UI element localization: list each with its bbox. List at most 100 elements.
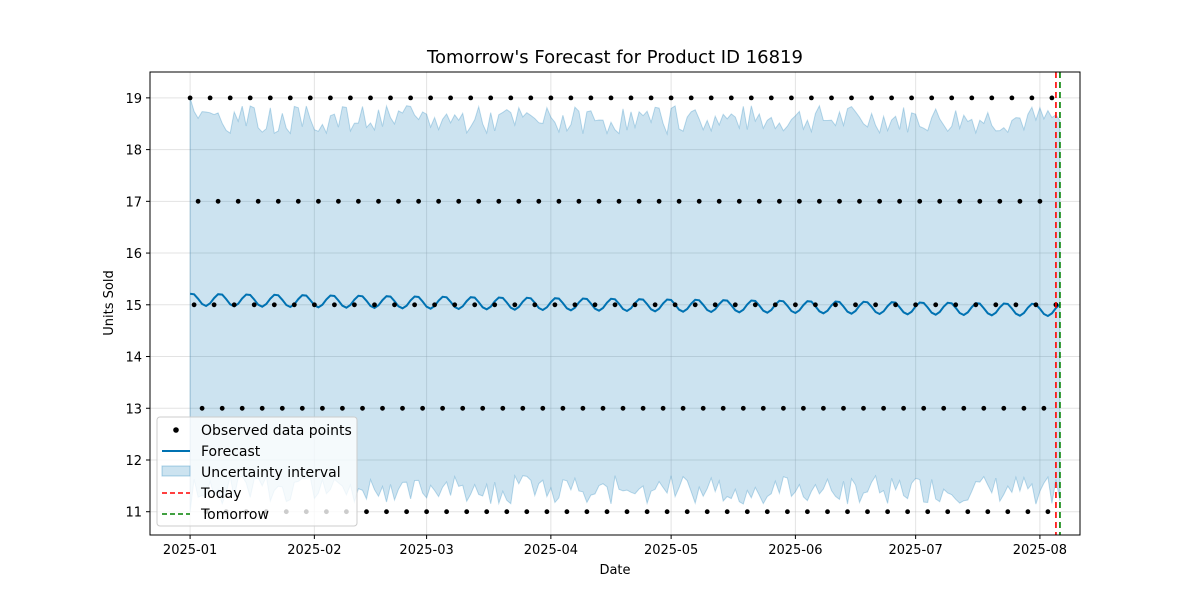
x-axis-label: Date: [599, 563, 630, 578]
observed-point: [267, 95, 273, 101]
marker-lines-layer: [1055, 72, 1061, 535]
observed-point: [251, 302, 257, 308]
observed-point: [287, 95, 293, 101]
observed-point: [544, 509, 550, 515]
observed-point: [700, 405, 706, 411]
legend-uncertainty-swatch: [161, 465, 191, 477]
observed-point: [704, 509, 710, 515]
observed-point: [508, 95, 514, 101]
observed-point: [805, 509, 810, 515]
x-tick-label: 2025-03: [399, 543, 453, 558]
observed-point: [536, 198, 542, 204]
observed-point: [239, 405, 245, 411]
observed-point: [336, 198, 341, 204]
observed-point: [949, 95, 955, 101]
observed-point: [732, 302, 738, 308]
observed-point: [592, 302, 598, 308]
x-tick-label: 2025-04: [524, 543, 578, 558]
legend-observed-label: Observed data points: [201, 423, 352, 439]
observed-point: [985, 509, 991, 515]
forecast-line-layer: [189, 292, 1061, 318]
observed-point: [736, 198, 742, 204]
observed-point: [360, 405, 365, 411]
legend-forecast-label: Forecast: [201, 444, 261, 460]
observed-point: [849, 95, 854, 101]
legend: Observed data points Forecast Uncertaint…: [156, 416, 358, 527]
observed-point: [648, 95, 654, 101]
observed-point: [777, 198, 782, 204]
y-tick-label: 13: [125, 402, 142, 417]
observed-point: [556, 198, 562, 204]
observed-point: [496, 198, 502, 204]
observed-point: [1017, 198, 1023, 204]
observed-point: [404, 509, 409, 515]
observed-point: [708, 95, 714, 101]
observed-point: [652, 302, 658, 308]
forecast-line: [189, 292, 1061, 318]
observed-point: [408, 95, 413, 101]
observed-point: [560, 405, 566, 411]
legend-uncertainty-label: Uncertainty interval: [201, 465, 341, 481]
y-tick-label: 17: [125, 195, 142, 210]
observed-point: [945, 509, 951, 515]
observed-point: [348, 95, 353, 101]
observed-point: [740, 405, 746, 411]
observed-point: [961, 405, 967, 411]
observed-point: [873, 302, 878, 308]
observed-point: [424, 509, 429, 515]
observed-point: [764, 509, 770, 515]
observed-point: [372, 302, 377, 308]
y-tick-label: 19: [125, 92, 142, 107]
y-tick-label: 18: [125, 144, 142, 159]
observed-point: [997, 198, 1003, 204]
observed-point: [396, 198, 401, 204]
y-tick-label: 15: [125, 299, 142, 314]
observed-point: [524, 509, 530, 515]
observed-point: [420, 405, 425, 411]
chart-title: Tomorrow's Forecast for Product ID 16819: [426, 47, 803, 68]
observed-point: [516, 198, 522, 204]
x-tick-label: 2025-02: [287, 543, 341, 558]
observed-point: [728, 95, 734, 101]
observed-point: [901, 405, 906, 411]
observed-point: [584, 509, 590, 515]
observed-point: [271, 302, 277, 308]
observed-point: [480, 405, 486, 411]
observed-point: [608, 95, 614, 101]
observed-point: [552, 302, 558, 308]
observed-point: [973, 302, 979, 308]
observed-point: [612, 302, 618, 308]
observed-point: [320, 405, 325, 411]
observed-point: [644, 509, 650, 515]
observed-point: [1041, 405, 1047, 411]
observed-point: [885, 509, 890, 515]
observed-point: [1045, 509, 1051, 515]
observed-point: [752, 302, 758, 308]
observed-point: [833, 302, 838, 308]
observed-point: [432, 302, 437, 308]
y-tick-label: 16: [125, 247, 142, 262]
observed-point: [656, 198, 662, 204]
observed-point: [568, 95, 574, 101]
observed-point: [275, 198, 281, 204]
observed-point: [356, 198, 361, 204]
observed-points-layer: [187, 95, 1059, 515]
observed-point: [716, 198, 722, 204]
observed-point: [957, 198, 963, 204]
observed-point: [191, 302, 197, 308]
observed-point: [440, 405, 445, 411]
observed-point: [853, 302, 858, 308]
observed-point: [797, 198, 802, 204]
observed-point: [712, 302, 718, 308]
observed-point: [504, 509, 510, 515]
observed-point: [364, 509, 369, 515]
observed-point: [845, 509, 850, 515]
observed-point: [312, 302, 317, 308]
y-axis-label: Units Sold: [102, 270, 117, 335]
observed-point: [1037, 198, 1043, 204]
observed-point: [376, 198, 381, 204]
observed-point: [572, 302, 578, 308]
observed-point: [1033, 302, 1039, 308]
observed-point: [528, 95, 534, 101]
